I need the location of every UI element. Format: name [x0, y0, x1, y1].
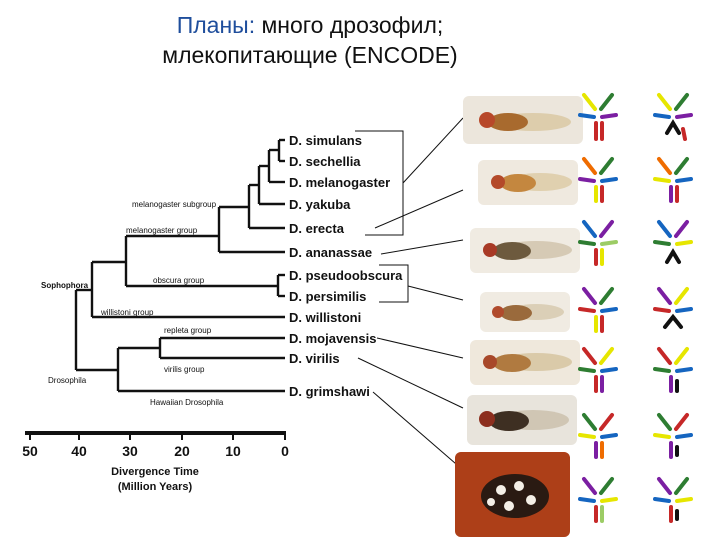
fly-photo — [470, 340, 580, 385]
fly-photo — [467, 395, 577, 445]
species-label: D. ananassae — [289, 245, 372, 260]
species-label: D. simulans — [289, 133, 362, 148]
fly-photo — [470, 228, 580, 273]
title-accent: Планы: — [176, 12, 256, 38]
fly-photo — [478, 160, 578, 205]
clade-label: Sophophora — [41, 281, 89, 290]
karyotype-panel — [578, 93, 693, 523]
species-label: D. yakuba — [289, 197, 351, 212]
timescale-tick: 20 — [174, 443, 190, 459]
fly-photo — [463, 96, 583, 144]
species-label: D. grimshawi — [289, 384, 370, 399]
species-label: D. sechellia — [289, 154, 361, 169]
clade-label: willistoni group — [100, 308, 154, 317]
timescale-tick: 30 — [122, 443, 138, 459]
title-rest: много дрозофил; — [255, 12, 444, 38]
slide-title: Планы: много дрозофил; млекопитающие (EN… — [0, 10, 620, 70]
clade-label: melanogaster subgroup — [132, 200, 217, 209]
species-label: D. melanogaster — [289, 175, 390, 190]
fly-photo — [455, 452, 570, 537]
clade-labels: melanogaster subgroup melanogaster group… — [41, 200, 224, 407]
species-labels: D. simulans D. sechellia D. melanogaster… — [289, 133, 403, 399]
timescale-label: (Million Years) — [118, 481, 193, 493]
clade-label: obscura group — [153, 276, 205, 285]
species-label: D. virilis — [289, 351, 340, 366]
species-label: D. erecta — [289, 221, 345, 236]
species-label: D. mojavensis — [289, 331, 376, 346]
obscura-bracket — [379, 264, 409, 303]
timescale-tick: 50 — [22, 443, 38, 459]
title-line2: млекопитающие (ENCODE) — [162, 42, 458, 68]
photo-connectors — [357, 117, 464, 471]
clade-label: Drosophila — [48, 376, 87, 385]
clade-label: melanogaster group — [126, 226, 198, 235]
clade-label: virilis group — [164, 365, 205, 374]
timescale-tick: 0 — [281, 443, 289, 459]
species-label: D. willistoni — [289, 310, 361, 325]
timescale: 50 40 30 20 10 0 Divergence Time (Millio… — [22, 431, 289, 493]
tree-branches — [74, 138, 285, 393]
clade-label: Hawaiian Drosophila — [150, 398, 224, 407]
species-label: D. pseudoobscura — [289, 268, 403, 283]
timescale-label: Divergence Time — [111, 466, 199, 478]
clade-label: repleta group — [164, 326, 212, 335]
fly-photo — [480, 292, 570, 332]
species-label: D. persimilis — [289, 289, 366, 304]
timescale-tick: 10 — [225, 443, 241, 459]
timescale-tick: 40 — [71, 443, 87, 459]
